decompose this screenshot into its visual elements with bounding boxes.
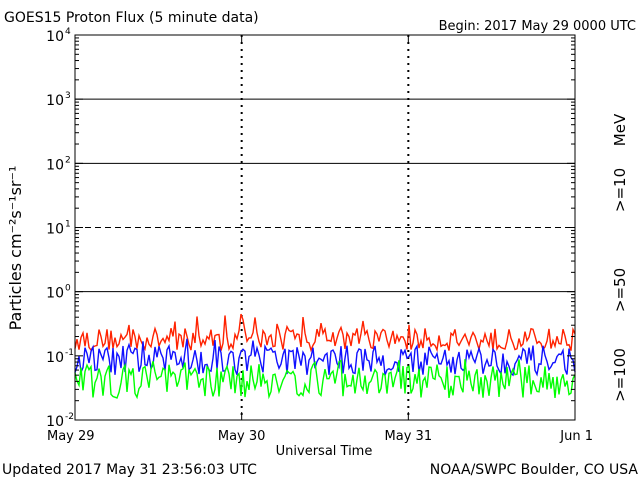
y-tick-exponent: 1 [65, 220, 71, 230]
x-tick-label: May 30 [218, 429, 266, 444]
y-tick-exponent: -1 [65, 348, 74, 358]
y-axis-label: Particles cm⁻²s⁻¹sr⁻¹ [6, 166, 25, 331]
x-axis: May 29 May 30 May 31 Jun 1 [47, 35, 593, 444]
legend-unit: MeV [611, 113, 629, 146]
begin-date: Begin: 2017 May 29 0000 UTC [439, 19, 636, 34]
y-tick-exponent: -2 [65, 412, 74, 422]
series-line [74, 338, 576, 377]
plot-area [74, 34, 576, 421]
y-tick-label: 10 [46, 222, 64, 238]
x-axis-label: Universal Time [276, 444, 373, 459]
x-tick-label: May 29 [47, 429, 95, 444]
x-tick-label: Jun 1 [559, 429, 593, 444]
y-tick-exponent: 0 [65, 284, 71, 294]
legend-item: >=50 [611, 268, 629, 312]
y-tick-label: 10 [46, 286, 64, 302]
y-tick-label: 10 [46, 29, 64, 45]
y-tick-exponent: 3 [65, 91, 71, 101]
credit-text: NOAA/SWPC Boulder, CO USA [430, 462, 639, 478]
y-tick-label: 10 [46, 414, 64, 430]
updated-text: Updated 2017 May 31 23:56:03 UTC [2, 462, 257, 478]
x-tick-label: May 31 [385, 429, 433, 444]
y-tick-label: 10 [46, 157, 64, 173]
y-tick-label: 10 [46, 93, 64, 109]
chart-title: GOES15 Proton Flux (5 minute data) [4, 10, 259, 26]
y-tick-exponent: 2 [65, 155, 71, 165]
legend-item: >=10 [611, 168, 629, 212]
y-tick-exponent: 4 [65, 27, 71, 37]
series-line [74, 313, 576, 353]
legend: MeV >=10 >=50 >=100 [611, 113, 629, 402]
y-tick-label: 10 [46, 350, 64, 366]
legend-item: >=100 [611, 348, 629, 402]
series-line [74, 359, 576, 400]
